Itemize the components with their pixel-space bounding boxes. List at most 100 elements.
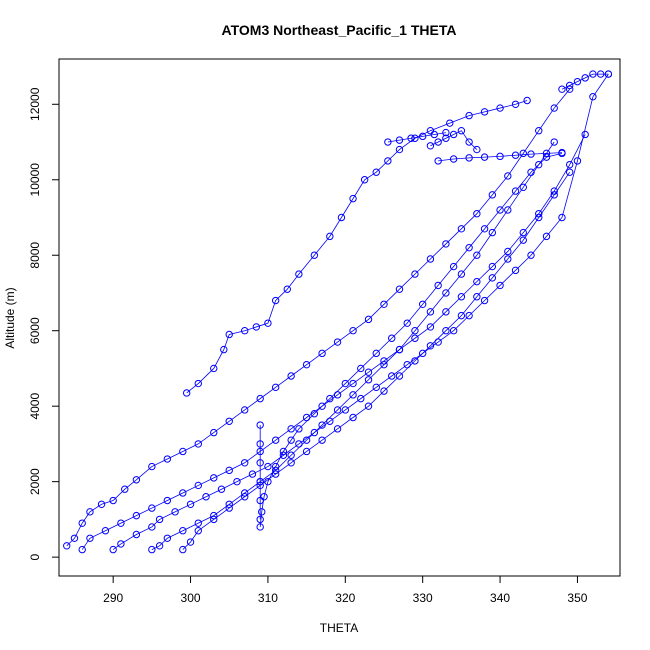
data-point <box>395 145 404 154</box>
data-point <box>426 127 435 135</box>
x-tick-label: 320 <box>335 591 355 605</box>
data-point <box>372 349 380 358</box>
data-point <box>364 315 373 324</box>
data-point <box>179 545 187 554</box>
data-point <box>496 104 504 112</box>
data-point <box>535 160 543 169</box>
data-point <box>225 330 233 339</box>
data-point <box>63 542 71 550</box>
data-point <box>148 462 156 471</box>
data-point <box>426 342 435 350</box>
data-point <box>109 545 117 554</box>
x-tick-label: 300 <box>181 591 201 605</box>
data-point <box>148 545 156 554</box>
data-point <box>581 130 589 139</box>
data-point <box>527 150 535 158</box>
data-point <box>163 534 172 542</box>
data-point <box>271 383 280 392</box>
data-point <box>86 508 94 516</box>
data-point <box>310 410 319 418</box>
data-point <box>117 540 125 548</box>
data-point <box>384 157 392 165</box>
data-point <box>473 277 481 286</box>
data-point <box>473 210 481 218</box>
data-point <box>504 247 512 256</box>
data-point <box>326 394 334 403</box>
y-tick-label: 0 <box>28 553 42 560</box>
data-point <box>473 293 481 301</box>
data-point <box>395 136 404 144</box>
data-point <box>465 111 473 120</box>
data-point <box>349 327 357 335</box>
data-point <box>341 379 350 388</box>
data-point <box>318 421 326 429</box>
data-point <box>258 508 266 516</box>
data-point <box>256 459 264 467</box>
data-point <box>380 357 388 365</box>
data-point <box>380 387 388 395</box>
data-point <box>283 285 291 293</box>
data-point <box>310 428 319 437</box>
data-point <box>511 100 520 108</box>
data-point <box>271 296 280 305</box>
data-point <box>519 149 527 158</box>
data-point <box>411 327 419 335</box>
data-point <box>248 470 257 478</box>
data-point <box>519 228 527 237</box>
data-point <box>241 406 249 414</box>
data-point <box>411 270 419 278</box>
data-point <box>194 527 202 535</box>
data-point <box>182 389 191 397</box>
data-point <box>349 413 357 422</box>
series-line <box>430 130 478 150</box>
x-tick-label: 310 <box>258 591 278 605</box>
data-point <box>488 191 497 199</box>
data-point <box>519 183 527 192</box>
x-axis-label: THETA <box>320 621 358 635</box>
data-point <box>186 538 195 546</box>
plot-area-frame <box>58 58 621 577</box>
data-point <box>426 323 435 331</box>
data-point <box>388 334 396 342</box>
data-point <box>302 436 311 444</box>
data-point <box>337 213 346 222</box>
data-point <box>504 206 512 214</box>
data-point <box>295 440 303 448</box>
data-point <box>360 176 369 184</box>
data-point <box>442 134 450 142</box>
series-line <box>81 134 586 550</box>
series-line <box>112 73 609 550</box>
data-point <box>426 255 435 263</box>
data-point <box>488 274 497 282</box>
data-point <box>179 527 187 535</box>
data-point <box>271 470 280 478</box>
data-point <box>418 349 427 358</box>
data-point <box>256 515 264 524</box>
data-point <box>364 402 373 410</box>
data-point <box>225 504 233 512</box>
data-point <box>442 327 450 335</box>
data-points <box>63 70 613 554</box>
data-point <box>318 436 326 444</box>
data-point <box>179 489 187 497</box>
data-point <box>132 476 141 484</box>
x-tick-label: 330 <box>413 591 433 605</box>
data-point <box>326 232 334 241</box>
data-point <box>256 394 264 403</box>
data-point <box>333 391 342 399</box>
data-point <box>504 172 512 180</box>
data-point <box>121 485 129 493</box>
data-point <box>426 308 435 316</box>
data-point <box>434 138 442 146</box>
data-point <box>295 270 303 278</box>
data-point <box>550 191 558 199</box>
chart-title: ATOM3 Northeast_Pacific_1 THETA <box>222 22 457 38</box>
data-point <box>148 504 156 512</box>
data-point <box>318 402 326 410</box>
data-point <box>449 262 458 271</box>
data-point <box>271 462 280 471</box>
data-point <box>341 406 350 414</box>
data-point <box>279 447 288 456</box>
data-point <box>86 534 94 542</box>
data-point <box>388 372 396 380</box>
